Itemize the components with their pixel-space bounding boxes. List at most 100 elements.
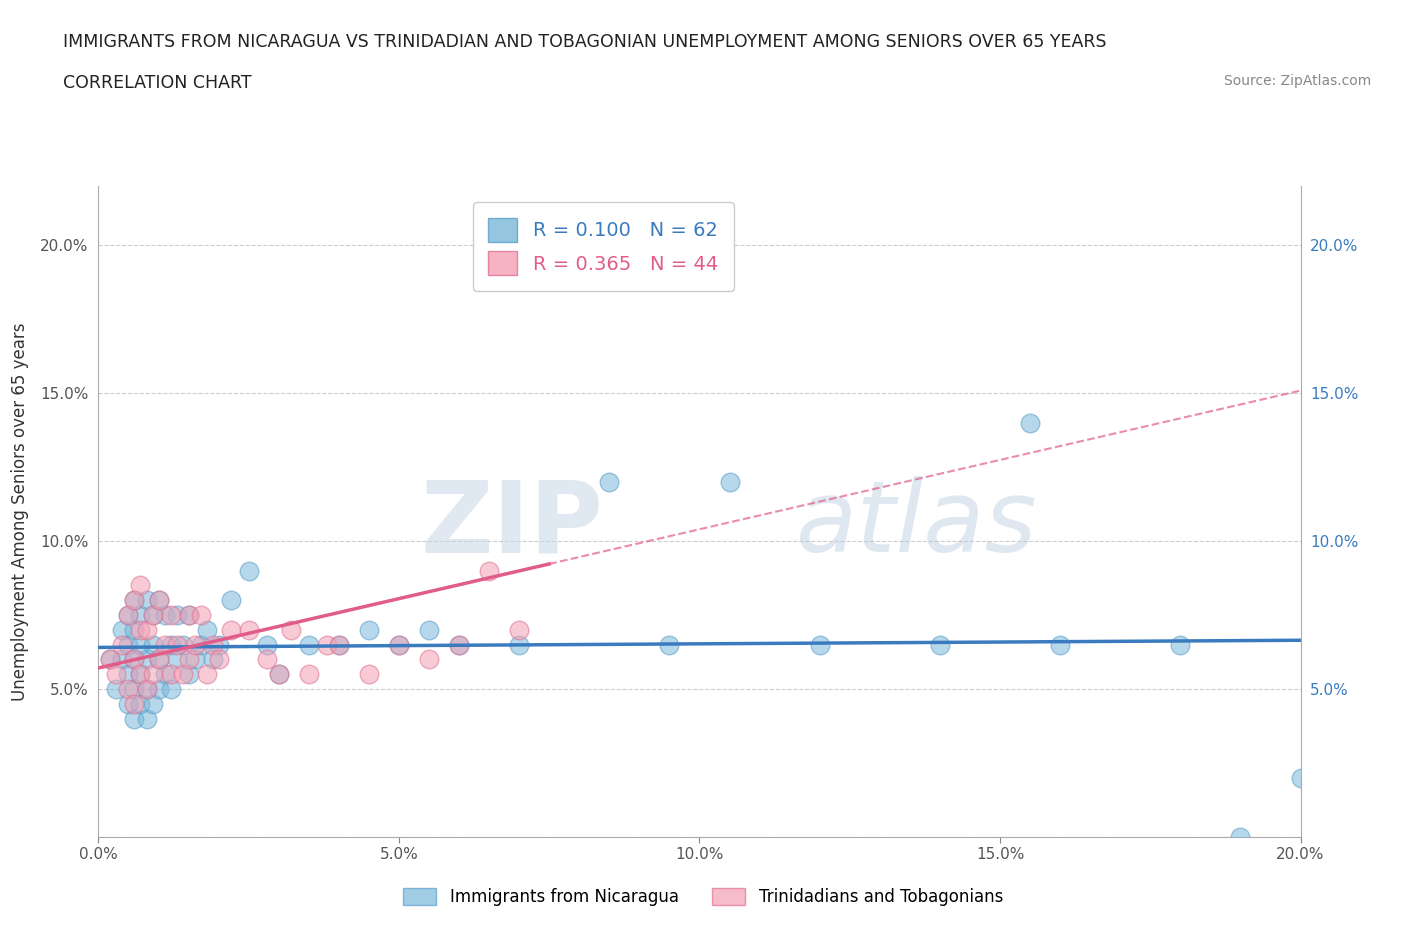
Point [105, 682, 128, 697]
Point [124, 652, 146, 667]
Point [148, 652, 170, 667]
Point [238, 622, 260, 637]
Point [148, 652, 170, 667]
Point [117, 607, 139, 622]
Text: IMMIGRANTS FROM NICARAGUA VS TRINIDADIAN AND TOBAGONIAN UNEMPLOYMENT AMONG SENIO: IMMIGRANTS FROM NICARAGUA VS TRINIDADIAN… [63, 33, 1107, 50]
Text: atlas: atlas [796, 476, 1038, 573]
Point [1229, 830, 1251, 844]
Point [148, 592, 170, 607]
Point [418, 652, 440, 667]
Point [357, 667, 380, 682]
Point [159, 607, 181, 622]
Point [508, 622, 530, 637]
Point [190, 607, 212, 622]
Text: CORRELATION CHART: CORRELATION CHART [63, 74, 252, 92]
Y-axis label: Unemployment Among Seniors over 65 years: Unemployment Among Seniors over 65 years [11, 323, 30, 700]
Point [195, 667, 218, 682]
Point [100, 652, 122, 667]
Point [447, 637, 470, 652]
Point [315, 637, 337, 652]
Point [328, 637, 350, 652]
Point [153, 607, 176, 622]
Point [388, 637, 411, 652]
Point [141, 637, 163, 652]
Point [256, 652, 278, 667]
Point [328, 637, 350, 652]
Point [1289, 770, 1312, 785]
Point [117, 637, 139, 652]
Point [111, 652, 134, 667]
Point [129, 697, 152, 711]
Point [267, 667, 290, 682]
Point [141, 607, 163, 622]
Point [208, 637, 231, 652]
Legend: R = 0.100   N = 62, R = 0.365   N = 44: R = 0.100 N = 62, R = 0.365 N = 44 [472, 202, 734, 290]
Point [478, 564, 501, 578]
Point [183, 637, 205, 652]
Point [256, 637, 278, 652]
Point [538, 267, 561, 282]
Point [135, 682, 157, 697]
Point [141, 667, 163, 682]
Point [195, 622, 218, 637]
Point [135, 682, 157, 697]
Point [357, 622, 380, 637]
Point [129, 667, 152, 682]
Point [298, 637, 321, 652]
Point [148, 592, 170, 607]
Point [177, 652, 200, 667]
Point [166, 637, 188, 652]
Point [124, 592, 146, 607]
Point [219, 592, 242, 607]
Point [166, 652, 188, 667]
Point [141, 697, 163, 711]
Point [208, 652, 231, 667]
Point [129, 637, 152, 652]
Point [929, 637, 952, 652]
Point [238, 564, 260, 578]
Point [190, 637, 212, 652]
Point [177, 607, 200, 622]
Point [129, 622, 152, 637]
Point [129, 578, 152, 593]
Point [105, 667, 128, 682]
Point [148, 682, 170, 697]
Point [111, 637, 134, 652]
Point [718, 474, 741, 489]
Point [219, 622, 242, 637]
Point [280, 622, 302, 637]
Point [658, 637, 681, 652]
Point [124, 652, 146, 667]
Point [808, 637, 831, 652]
Point [141, 607, 163, 622]
Point [117, 697, 139, 711]
Point [172, 637, 194, 652]
Point [117, 607, 139, 622]
Point [418, 622, 440, 637]
Point [124, 697, 146, 711]
Point [159, 637, 181, 652]
Point [124, 622, 146, 637]
Point [124, 682, 146, 697]
Point [117, 667, 139, 682]
Point [201, 637, 224, 652]
Point [298, 667, 321, 682]
Point [598, 474, 620, 489]
Point [1170, 637, 1192, 652]
Point [129, 667, 152, 682]
Point [183, 652, 205, 667]
Point [508, 637, 530, 652]
Point [177, 667, 200, 682]
Point [166, 607, 188, 622]
Text: ZIP: ZIP [420, 476, 603, 573]
Point [153, 637, 176, 652]
Point [177, 607, 200, 622]
Point [135, 592, 157, 607]
Point [159, 667, 181, 682]
Point [135, 652, 157, 667]
Point [111, 622, 134, 637]
Point [267, 667, 290, 682]
Point [124, 592, 146, 607]
Text: Source: ZipAtlas.com: Source: ZipAtlas.com [1223, 74, 1371, 88]
Point [172, 667, 194, 682]
